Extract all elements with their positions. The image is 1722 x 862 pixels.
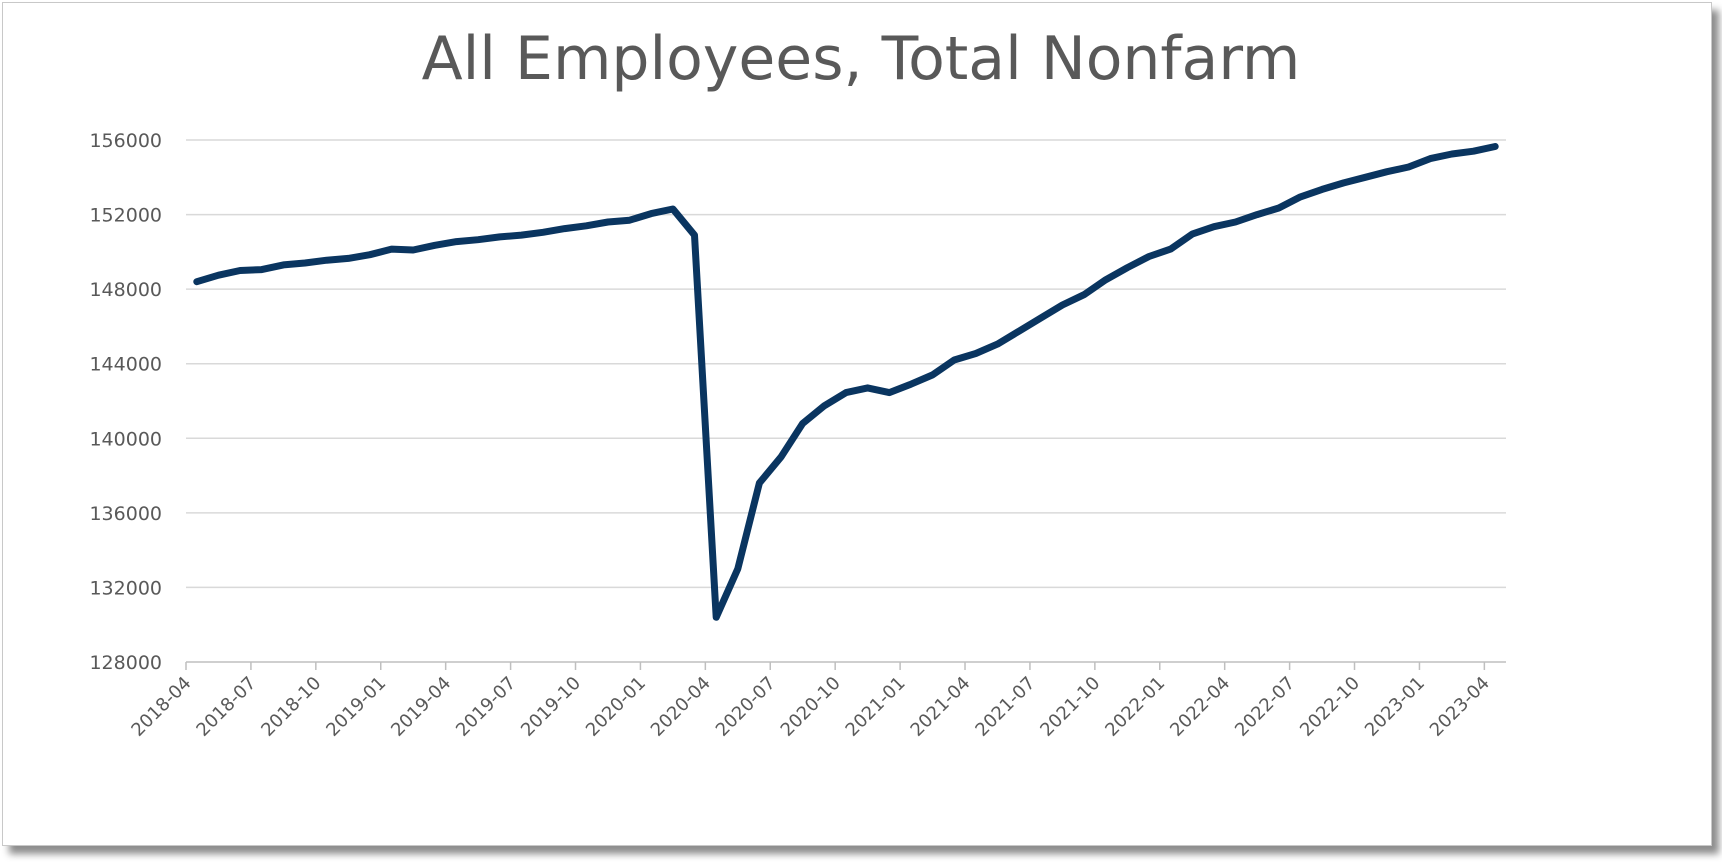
data-point — [756, 480, 762, 486]
data-point — [583, 223, 589, 229]
data-point — [843, 390, 849, 396]
data-point — [1297, 194, 1303, 200]
data-point — [930, 372, 936, 378]
x-tick-label: 2019-01 — [322, 673, 390, 741]
x-tick-label: 2020-10 — [777, 673, 845, 741]
data-point — [259, 267, 265, 273]
data-point — [951, 357, 957, 363]
x-axis: 2018-042018-072018-102019-012019-042019-… — [127, 662, 1494, 741]
data-point — [1384, 169, 1390, 175]
data-point — [800, 420, 806, 426]
data-point — [1362, 174, 1368, 180]
data-point — [713, 614, 719, 620]
data-point — [1124, 265, 1130, 271]
data-point — [562, 226, 568, 232]
x-tick-label: 2018-07 — [192, 673, 260, 741]
data-point — [518, 232, 524, 238]
data-point — [1449, 151, 1455, 157]
data-point — [1038, 315, 1044, 321]
y-tick-label: 140000 — [89, 428, 162, 450]
series-group — [193, 143, 1499, 621]
data-point — [432, 242, 438, 248]
data-point — [735, 566, 741, 572]
data-point — [1016, 328, 1022, 334]
x-tick-label: 2019-10 — [517, 673, 585, 741]
data-point — [1254, 212, 1260, 218]
data-point — [973, 351, 979, 357]
x-tick-label: 2020-07 — [712, 673, 780, 741]
x-tick-label: 2020-04 — [647, 673, 715, 741]
x-tick-label: 2018-10 — [257, 673, 325, 741]
x-tick-label: 2021-07 — [971, 673, 1039, 741]
data-point — [1168, 246, 1174, 252]
data-point — [280, 262, 286, 268]
data-point — [1103, 277, 1109, 283]
x-tick-label: 2019-04 — [387, 673, 455, 741]
x-tick-label: 2022-07 — [1231, 673, 1299, 741]
data-point — [216, 272, 222, 278]
gridlines — [186, 139, 1506, 663]
data-point — [237, 268, 243, 274]
data-point — [1427, 156, 1433, 162]
data-point — [389, 246, 395, 252]
data-point — [1081, 292, 1087, 298]
data-point — [648, 211, 654, 217]
y-tick-label: 128000 — [89, 652, 162, 674]
x-tick-label: 2020-01 — [582, 673, 650, 741]
data-point — [821, 403, 827, 409]
x-tick-label: 2021-01 — [842, 673, 910, 741]
data-point — [475, 237, 481, 243]
data-point — [454, 239, 460, 245]
x-tick-label: 2021-10 — [1036, 673, 1104, 741]
data-point — [1341, 180, 1347, 186]
x-tick-label: 2023-01 — [1361, 673, 1429, 741]
data-point — [908, 381, 914, 387]
y-tick-label: 156000 — [89, 130, 162, 152]
data-point — [367, 252, 373, 258]
data-point — [605, 219, 611, 225]
data-point — [1211, 224, 1217, 230]
y-tick-label: 148000 — [89, 279, 162, 301]
data-point — [1406, 164, 1412, 170]
data-point — [1492, 144, 1498, 150]
x-tick-label: 2018-04 — [127, 673, 195, 741]
y-axis: 156000 152000 148000 144000 140000 136000 1320… — [89, 130, 162, 674]
data-point — [886, 390, 892, 396]
data-point — [1319, 186, 1325, 192]
y-tick-label: 144000 — [89, 354, 162, 376]
x-tick-label: 2022-01 — [1101, 673, 1169, 741]
data-point — [670, 206, 676, 212]
data-point — [345, 255, 351, 261]
chart-title: All Employees, Total Nonfarm — [421, 24, 1301, 94]
data-point — [410, 247, 416, 253]
data-point — [1233, 219, 1239, 225]
data-point — [627, 217, 633, 223]
data-point — [540, 229, 546, 235]
data-point — [1471, 148, 1477, 154]
series-line — [193, 143, 1499, 621]
y-tick-label: 152000 — [89, 205, 162, 227]
data-point — [1059, 302, 1065, 308]
data-point — [995, 341, 1001, 347]
data-point — [1146, 254, 1152, 260]
x-tick-label: 2023-04 — [1426, 673, 1494, 741]
x-tick-label: 2022-10 — [1296, 673, 1364, 741]
data-point — [865, 385, 871, 391]
x-tick-label: 2022-04 — [1166, 673, 1234, 741]
data-point — [692, 232, 698, 238]
data-point — [1189, 231, 1195, 237]
data-point — [497, 234, 503, 240]
data-point — [324, 257, 330, 263]
data-point — [1276, 205, 1282, 211]
x-tick-label: 2021-04 — [907, 673, 975, 741]
y-tick-label: 136000 — [89, 503, 162, 525]
y-tick-label: 132000 — [89, 577, 162, 599]
data-point — [302, 260, 308, 266]
chart-frame — [2, 2, 1712, 846]
x-tick-label: 2019-07 — [452, 673, 520, 741]
data-point — [194, 279, 200, 285]
data-point — [778, 454, 784, 460]
